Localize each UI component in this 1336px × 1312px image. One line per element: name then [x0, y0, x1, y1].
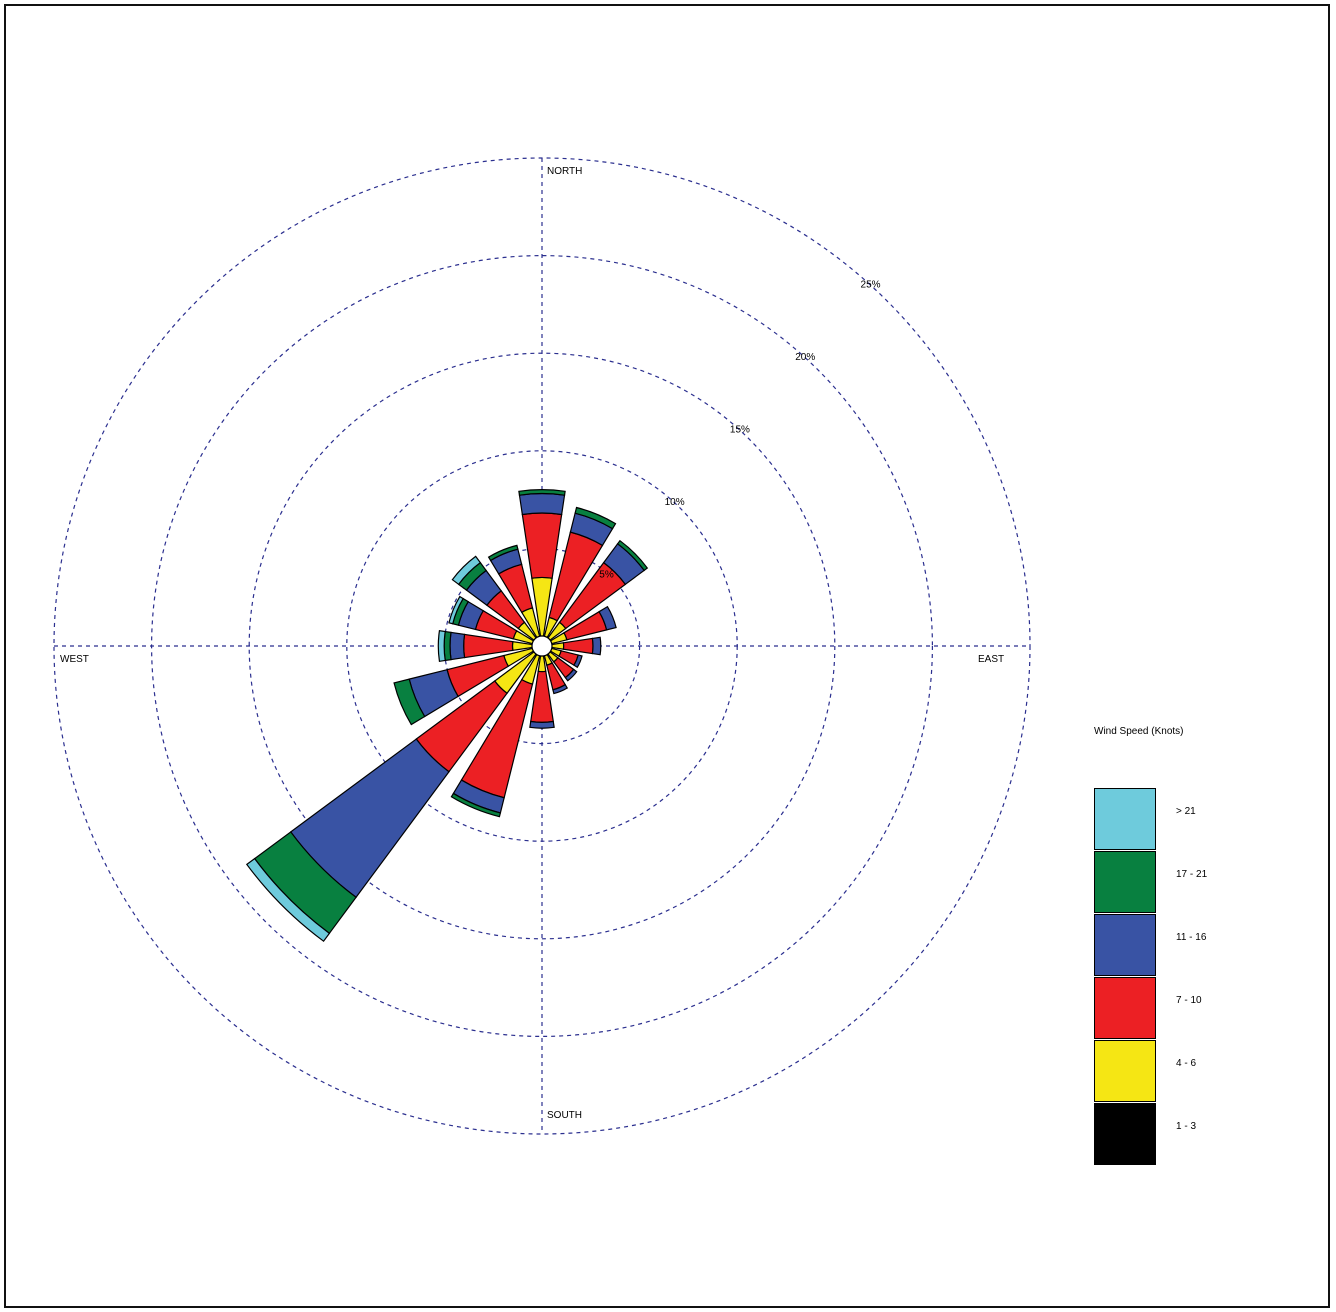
- legend-label-1: 4 - 6: [1176, 1058, 1197, 1069]
- petal-45-bin-4: [616, 539, 649, 572]
- legend-label-3: 11 - 16: [1176, 932, 1207, 943]
- legend-swatch-0: [1094, 1103, 1156, 1165]
- legend-label-2: 7 - 10: [1176, 995, 1202, 1006]
- ring-label-15: 15%: [730, 424, 750, 435]
- petal-202.5-bin-4: [450, 792, 502, 818]
- petal-0-bin-3: [518, 492, 566, 516]
- direction-label-south: SOUTH: [547, 1110, 582, 1121]
- ring-label-5: 5%: [599, 569, 614, 580]
- legend-swatch-1: [1094, 1040, 1156, 1102]
- petal-112.5-bin-3: [573, 654, 583, 669]
- legend-label-5: > 21: [1176, 806, 1196, 817]
- direction-label-west: WEST: [60, 654, 89, 665]
- petal-270-bin-2: [463, 633, 514, 659]
- legend: Wind Speed (Knots) > 21 17 - 21 11 - 16 7 -…: [1090, 724, 1250, 1174]
- ring-label-10: 10%: [665, 497, 685, 508]
- petal-67.5-bin-3: [598, 605, 617, 631]
- chart-frame: [4, 4, 1330, 1308]
- legend-title: Wind Speed (Knots): [1094, 726, 1184, 737]
- direction-label-north: NORTH: [547, 166, 582, 177]
- petal-0-bin-4: [518, 489, 566, 496]
- petal-292.5-bin-5: [448, 595, 464, 625]
- petal-135-bin-3: [564, 668, 578, 682]
- ring-label-20: 20%: [795, 352, 815, 363]
- legend-label-0: 1 - 3: [1176, 1121, 1197, 1132]
- petal-315-bin-5: [451, 555, 482, 586]
- legend-label-4: 17 - 21: [1176, 869, 1208, 880]
- petal-225-bin-5: [245, 857, 331, 943]
- petal-90-bin-3: [591, 636, 602, 656]
- direction-label-east: EAST: [978, 654, 1004, 665]
- petal-180-bin-3: [529, 720, 555, 729]
- petal-270-bin-3: [449, 631, 466, 661]
- petal-157.5-bin-3: [552, 683, 569, 695]
- legend-swatch-4: [1094, 851, 1156, 913]
- calm-center: [531, 635, 553, 657]
- petal-270-bin-5: [437, 629, 446, 663]
- petal-337.5-bin-4: [487, 544, 519, 562]
- petal-0-bin-2: [521, 512, 563, 579]
- petal-247.5-bin-4: [393, 678, 426, 726]
- ring-label-25: 25%: [861, 279, 881, 290]
- legend-swatch-2: [1094, 977, 1156, 1039]
- petal-22.5-bin-4: [574, 506, 617, 530]
- petal-90-bin-1: [551, 642, 565, 650]
- petal-90-bin-2: [562, 637, 594, 655]
- legend-swatch-3: [1094, 914, 1156, 976]
- legend-swatch-5: [1094, 788, 1156, 850]
